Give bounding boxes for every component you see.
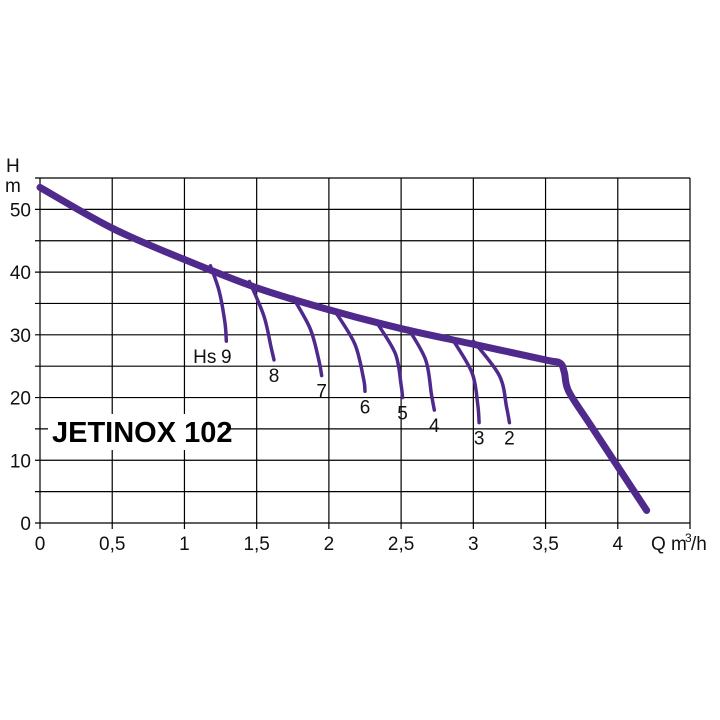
x-tick-label: 4 xyxy=(612,534,623,555)
suction-curve-5 xyxy=(374,320,405,400)
suction-label-7: 7 xyxy=(316,382,327,403)
suction-curve-3 xyxy=(449,336,481,425)
y-axis-label-h: H xyxy=(6,156,20,177)
chart-grid xyxy=(35,177,691,529)
suction-curve-6 xyxy=(334,311,367,394)
y-tick-label: 20 xyxy=(10,389,31,410)
x-tick-label: 2,5 xyxy=(388,534,414,555)
y-tick-labels: 0 10 20 30 40 50 xyxy=(10,200,31,535)
main-pump-curve xyxy=(36,183,651,514)
suction-label-6: 6 xyxy=(360,397,371,418)
suction-label-2: 2 xyxy=(504,429,515,450)
y-tick-label: 0 xyxy=(20,514,31,535)
title-background xyxy=(48,414,226,450)
x-tick-labels: 0 0,5 1 1,5 2 2,5 3 3,5 4 xyxy=(35,534,624,555)
suction-curve-7 xyxy=(291,295,324,378)
suction-curve-9 xyxy=(208,264,229,343)
x-axis-label-exponent: 3 xyxy=(685,531,692,545)
suction-height-curves xyxy=(208,264,512,425)
x-axis-label-q: Q m xyxy=(651,534,687,555)
y-axis-label: H m xyxy=(5,156,21,197)
suction-curve-8 xyxy=(247,279,276,362)
x-tick-label: 0,5 xyxy=(99,534,125,555)
x-tick-label: 3,5 xyxy=(532,534,558,555)
x-axis-label-per-hour: /h xyxy=(691,534,707,555)
chart-title: JETINOX 102 xyxy=(52,417,233,449)
x-tick-label: 1 xyxy=(179,534,190,555)
x-tick-label: 2 xyxy=(324,534,335,555)
x-tick-label: 0 xyxy=(35,534,46,555)
suction-label-prefix: Hs xyxy=(193,347,216,368)
suction-curve-2 xyxy=(471,339,512,425)
y-tick-label: 40 xyxy=(10,263,31,284)
suction-label-3: 3 xyxy=(474,429,485,450)
y-tick-label: 10 xyxy=(10,451,31,472)
suction-label-5: 5 xyxy=(397,404,408,425)
suction-label-8: 8 xyxy=(269,366,280,387)
y-axis-label-unit: m xyxy=(5,176,21,197)
x-tick-label: 1,5 xyxy=(243,534,269,555)
x-tick-label: 3 xyxy=(468,534,479,555)
suction-label-4: 4 xyxy=(429,416,440,437)
y-tick-label: 30 xyxy=(10,326,31,347)
x-axis-label: Q m 3 /h xyxy=(651,531,707,555)
y-tick-label: 50 xyxy=(10,200,31,221)
suction-label-9: 9 xyxy=(221,347,232,368)
suction-curve-4 xyxy=(406,326,437,412)
